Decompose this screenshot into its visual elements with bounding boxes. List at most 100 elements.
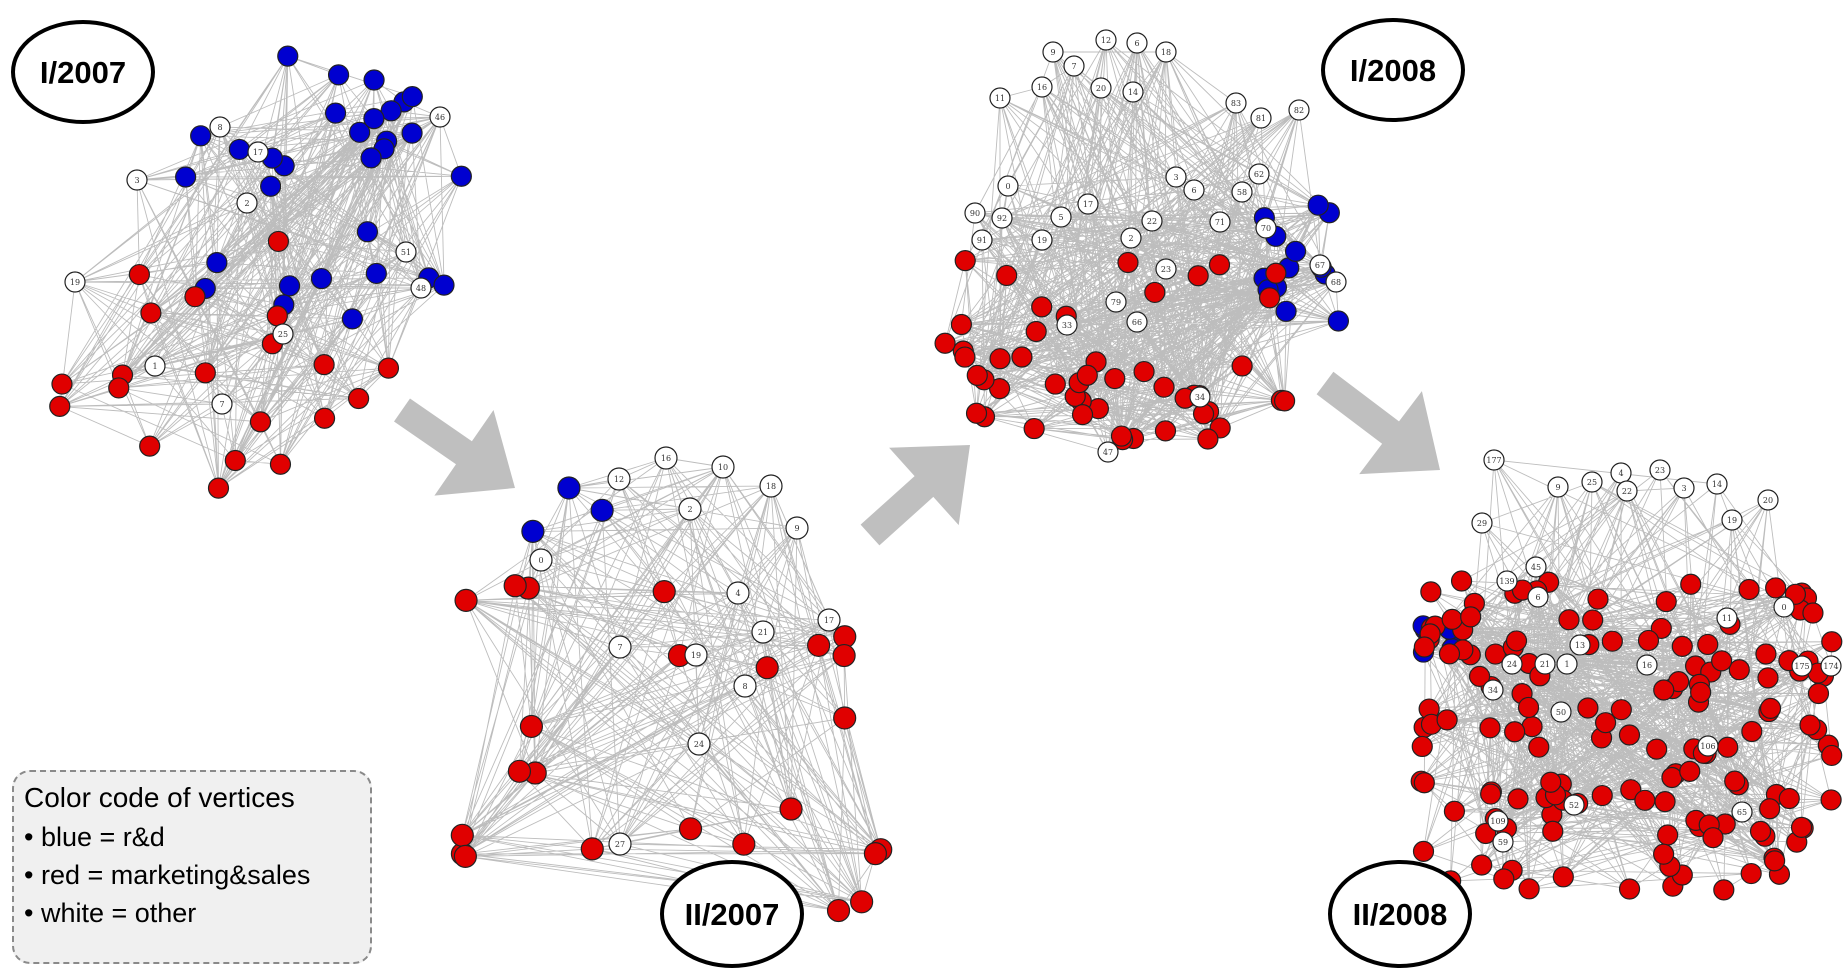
network-i-2007: [59, 55, 462, 489]
node-other: [1673, 477, 1695, 499]
node-marketing-sales: [139, 435, 161, 457]
node-label: 67: [1315, 261, 1325, 270]
node-rd: [260, 175, 282, 197]
node-label: 9: [794, 524, 799, 533]
node-label: 20: [1763, 496, 1773, 505]
node-rd: [590, 498, 614, 522]
node-label: 9: [1555, 483, 1560, 492]
node-marketing-sales: [1821, 631, 1843, 653]
node-marketing-sales: [1518, 878, 1540, 900]
node-label: 34: [1195, 393, 1205, 402]
node-rd: [310, 267, 333, 290]
node-other: [1325, 271, 1347, 293]
node-rd: [356, 221, 379, 243]
node-other: [1534, 653, 1556, 675]
node-other: [1077, 193, 1099, 215]
node-label: 177: [1486, 456, 1501, 465]
node-other: [1636, 654, 1658, 676]
node-marketing-sales: [1620, 779, 1642, 801]
node-label: 3: [1681, 484, 1686, 493]
node-marketing-sales: [954, 249, 976, 272]
node-label: 6: [1535, 593, 1540, 602]
node-other: [1141, 210, 1163, 232]
node-marketing-sales: [1441, 608, 1463, 630]
node-rd: [363, 69, 385, 91]
node-marketing-sales: [1653, 843, 1675, 865]
period-label-text: II/2008: [1353, 897, 1448, 932]
node-marketing-sales: [832, 643, 856, 668]
node-label: 21: [1540, 660, 1550, 669]
node-marketing-sales: [1265, 262, 1287, 284]
node-other: [395, 241, 417, 263]
node-other: [1063, 55, 1085, 77]
node-marketing-sales: [1618, 724, 1641, 746]
node-marketing-sales: [224, 449, 246, 472]
node-label: 19: [70, 278, 80, 287]
node-label: 19: [691, 651, 701, 660]
node-rd: [521, 519, 545, 543]
node-label: 0: [1005, 182, 1010, 191]
node-marketing-sales: [826, 898, 851, 923]
node-marketing-sales: [519, 714, 544, 739]
node-label: 7: [617, 643, 622, 652]
node-marketing-sales: [1011, 346, 1033, 368]
node-marketing-sales: [1025, 320, 1047, 343]
node-marketing-sales: [1764, 850, 1786, 872]
node-marketing-sales: [1591, 784, 1613, 807]
node-label: 25: [278, 330, 288, 339]
node-label: 11: [1722, 614, 1732, 623]
node-marketing-sales: [313, 354, 335, 376]
node-rd: [401, 122, 423, 144]
node-marketing-sales: [1540, 771, 1562, 793]
edge-mesh: [59, 55, 462, 489]
node-label: 48: [416, 284, 426, 293]
node-label: 3: [134, 176, 139, 185]
node-marketing-sales: [1717, 736, 1739, 758]
node-label: 65: [1737, 808, 1747, 817]
node-marketing-sales: [833, 706, 857, 730]
node-other: [1791, 655, 1813, 677]
node-marketing-sales: [1759, 697, 1782, 719]
node-marketing-sales: [128, 263, 150, 286]
node-other: [1527, 586, 1549, 608]
node-label: 18: [1161, 48, 1171, 57]
node-other: [1501, 653, 1523, 675]
node-label: 50: [1556, 708, 1566, 717]
node-other: [1105, 291, 1127, 313]
node-other: [1716, 607, 1738, 629]
node-marketing-sales: [1802, 602, 1824, 624]
node-label: 109: [1490, 817, 1505, 826]
node-marketing-sales: [1154, 420, 1177, 442]
node-marketing-sales: [954, 346, 976, 368]
node-marketing-sales: [1479, 717, 1501, 739]
node-other: [1097, 441, 1119, 463]
node-other: [1309, 254, 1331, 276]
node-label: 21: [758, 628, 768, 637]
node-marketing-sales: [267, 230, 290, 253]
node-other: [272, 323, 294, 345]
node-marketing-sales: [450, 823, 474, 847]
node-rd: [1275, 300, 1297, 322]
node-other: [1248, 163, 1270, 185]
node-other: [759, 474, 783, 498]
node-marketing-sales: [1104, 367, 1126, 390]
node-rd: [190, 125, 212, 147]
node-label: 16: [661, 454, 671, 463]
node-label: 10: [718, 463, 728, 472]
node-other: [751, 620, 775, 644]
node-marketing-sales: [989, 348, 1011, 370]
node-other: [144, 355, 166, 377]
node-other: [1773, 596, 1795, 618]
flow-arrow-ii2007-to-i2008: [860, 445, 970, 546]
node-label: 139: [1499, 577, 1514, 586]
node-other: [1581, 471, 1603, 493]
node-other: [1189, 386, 1211, 408]
node-marketing-sales: [1517, 696, 1540, 719]
node-marketing-sales: [1436, 709, 1458, 731]
node-rd: [1327, 310, 1350, 332]
node-label: 29: [1477, 519, 1487, 528]
node-label: 14: [1712, 480, 1722, 489]
node-other: [1056, 314, 1078, 336]
node-marketing-sales: [1443, 800, 1466, 822]
node-rd: [433, 274, 455, 296]
